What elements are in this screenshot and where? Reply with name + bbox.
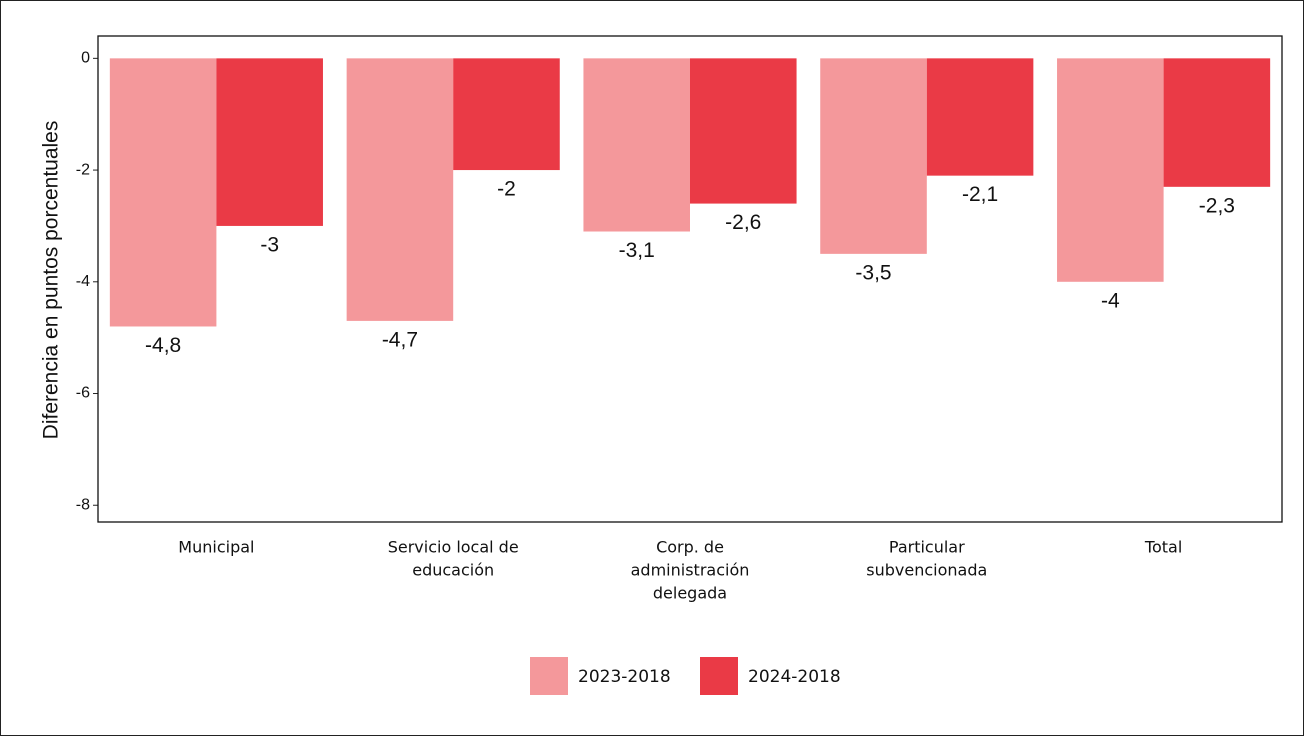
x-tick-label: Total — [1144, 538, 1182, 557]
value-label: -3 — [260, 233, 279, 256]
bar — [583, 58, 690, 232]
bar — [926, 58, 1034, 176]
y-axis-title: Diferencia en puntos porcentuales — [40, 121, 63, 440]
value-label: -4,8 — [145, 334, 181, 357]
x-tick-label: subvencionada — [866, 561, 987, 580]
x-tick-label: delegada — [653, 584, 727, 603]
x-tick-label: educación — [412, 561, 494, 580]
y-tick-label: -4 — [76, 273, 90, 290]
value-label: -2 — [497, 178, 516, 201]
value-label: -3,5 — [855, 261, 891, 284]
legend-swatch — [700, 657, 738, 695]
bar — [453, 58, 560, 171]
value-label: -2,6 — [725, 211, 761, 234]
bar — [346, 58, 454, 321]
value-label: -4,7 — [382, 328, 418, 351]
x-tick-label: Servicio local de — [388, 538, 519, 557]
legend-label: 2023-2018 — [578, 667, 671, 687]
value-label: -3,1 — [619, 239, 655, 262]
legend-swatch — [530, 657, 568, 695]
y-tick-label: -6 — [76, 385, 90, 402]
x-tick-label: Municipal — [178, 538, 254, 557]
value-label: -4 — [1101, 289, 1120, 312]
legend-label: 2024-2018 — [748, 667, 841, 687]
value-label: -2,1 — [962, 183, 998, 206]
y-tick-label: 0 — [81, 50, 90, 67]
x-tick-label: Particular — [889, 538, 965, 557]
x-tick-label: Corp. de — [656, 538, 724, 557]
y-tick-label: -8 — [76, 496, 90, 513]
bar — [690, 58, 797, 204]
x-tick-label: administración — [631, 561, 750, 580]
bar — [109, 58, 217, 327]
plot-frame — [97, 35, 1283, 523]
value-label: -2,3 — [1199, 194, 1235, 217]
bar — [1163, 58, 1271, 187]
bar — [1057, 58, 1164, 282]
bar — [820, 58, 927, 254]
y-tick-label: -2 — [76, 161, 90, 178]
bar — [216, 58, 323, 226]
